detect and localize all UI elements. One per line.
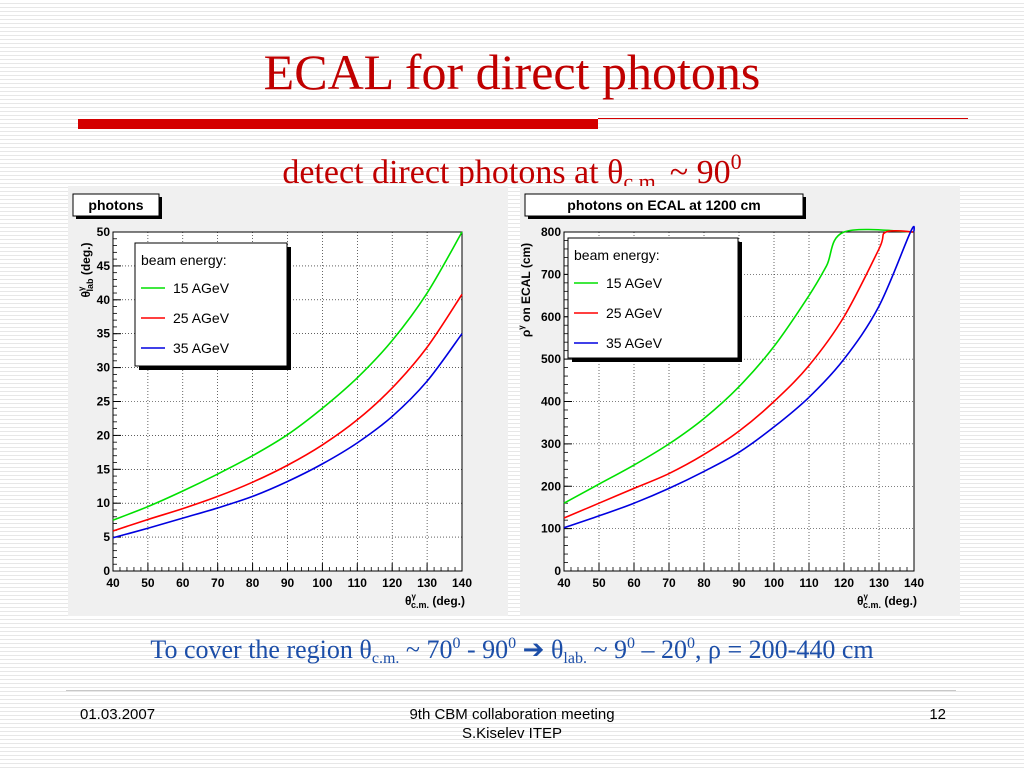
y-axis-label-group: ργ on ECAL (cm) (517, 243, 533, 337)
x-tick-label: 140 (452, 576, 472, 590)
y-tick-label: 45 (97, 259, 111, 273)
x-tick-label: 40 (106, 576, 120, 590)
summary-sup: 0 (687, 635, 696, 652)
x-tick-label: 100 (312, 576, 332, 590)
y-tick-label: 0 (554, 564, 561, 578)
summary-sup: 0 (452, 635, 461, 652)
summary-part: - 90 (460, 635, 509, 664)
summary-part: , ρ = 200-440 cm (695, 635, 874, 664)
y-tick-label: 500 (541, 352, 561, 366)
x-tick-label: 140 (904, 576, 924, 590)
y-tick-label: 40 (97, 293, 111, 307)
summary-part: To cover the region θ (150, 635, 372, 664)
title-rule-thick (78, 119, 598, 129)
legend-label: 15 AGeV (173, 280, 230, 296)
x-tick-label: 130 (417, 576, 437, 590)
x-tick-label: 80 (246, 576, 260, 590)
summary-sup: 0 (508, 635, 517, 652)
legend-label: 15 AGeV (606, 275, 663, 291)
legend-title: beam energy: (574, 247, 660, 263)
chart-title: photons on ECAL at 1200 cm (567, 197, 760, 213)
y-tick-label: 25 (97, 395, 111, 409)
y-tick-label: 30 (97, 361, 111, 375)
x-tick-label: 50 (141, 576, 155, 590)
title-box (524, 193, 804, 217)
x-tick-label: 60 (627, 576, 641, 590)
y-tick-label: 0 (103, 564, 110, 578)
y-tick-label: 35 (97, 327, 111, 341)
slide-title: ECAL for direct photons (263, 44, 761, 100)
x-tick-label: 90 (732, 576, 746, 590)
y-tick-label: 50 (97, 225, 111, 239)
legend-title: beam energy: (141, 252, 227, 268)
y-tick-label: 100 (541, 522, 561, 536)
x-tick-label: 60 (176, 576, 190, 590)
x-tick-label: 120 (382, 576, 402, 590)
legend-label: 35 AGeV (173, 340, 230, 356)
title-rule-thin (598, 118, 968, 119)
subtitle-superscript: 0 (730, 149, 742, 174)
series-line-35-agev (563, 225, 916, 529)
legend-label: 25 AGeV (173, 310, 230, 326)
y-tick-label: 400 (541, 395, 561, 409)
slide-subtitle: detect direct photons at θc.m. ~ 900 (0, 140, 1024, 204)
summary-part: ➔ θ (516, 635, 564, 664)
summary-part: – 20 (635, 635, 688, 664)
x-tick-label: 100 (764, 576, 784, 590)
chart-title: photons (88, 197, 143, 213)
y-axis-label: θγlab (deg.) (77, 243, 95, 298)
y-tick-label: 300 (541, 437, 561, 451)
footer-meeting: 9th CBM collaboration meeting S.Kiselev I… (362, 705, 662, 743)
x-axis-label: θγ c.m. (deg.) (857, 592, 917, 610)
x-tick-label: 70 (662, 576, 676, 590)
series-line-15-agev (563, 228, 915, 504)
x-axis-label: θγ c.m. (deg.) (405, 592, 465, 610)
x-tick-label: 50 (592, 576, 606, 590)
y-tick-label: 600 (541, 310, 561, 324)
legend-label: 35 AGeV (606, 335, 663, 351)
series-line-35-agev (112, 333, 463, 539)
footer-author: S.Kiselev ITEP (461, 725, 563, 742)
y-axis-label-group: θγlab (deg.) (77, 243, 95, 298)
series-line-15-agev (112, 231, 463, 521)
summary-text: To cover the region θc.m. ~ 700 - 900 ➔ … (0, 624, 1024, 679)
series-line-25-agev (112, 293, 463, 532)
summary-sup: 0 (627, 635, 636, 652)
summary-sub: lab. (563, 650, 587, 667)
legend-box (567, 237, 739, 359)
y-tick-label: 20 (97, 428, 111, 442)
legend-box (134, 242, 288, 367)
x-tick-label: 70 (211, 576, 225, 590)
x-tick-label: 110 (799, 576, 819, 590)
summary-part: ~ 9 (586, 635, 628, 664)
x-tick-label: 130 (869, 576, 889, 590)
x-tick-label: 110 (348, 576, 368, 590)
title-box (72, 193, 160, 217)
x-tick-label: 120 (834, 576, 854, 590)
summary-part: ~ 70 (399, 635, 453, 664)
y-tick-label: 5 (103, 530, 110, 544)
y-tick-label: 10 (97, 496, 111, 510)
y-tick-label: 15 (97, 462, 111, 476)
footer-date: 01.03.2007 (80, 706, 156, 723)
x-tick-label: 80 (697, 576, 711, 590)
y-tick-label: 200 (541, 479, 561, 493)
summary-sub: c.m. (371, 650, 400, 667)
footer-meeting-name: 9th CBM collaboration meeting (409, 706, 615, 723)
y-tick-label: 800 (541, 225, 561, 239)
footer-page-number: 12 (929, 706, 946, 723)
legend-label: 25 AGeV (606, 305, 663, 321)
subtitle-text-mid: ~ 90 (661, 154, 731, 191)
x-tick-label: 90 (281, 576, 295, 590)
y-tick-label: 700 (541, 267, 561, 281)
y-axis-label: ργ on ECAL (cm) (517, 243, 533, 337)
subtitle-text: detect direct photons at θ (282, 154, 624, 191)
footer-divider (66, 690, 956, 691)
x-tick-label: 40 (557, 576, 571, 590)
series-line-25-agev (563, 229, 915, 519)
